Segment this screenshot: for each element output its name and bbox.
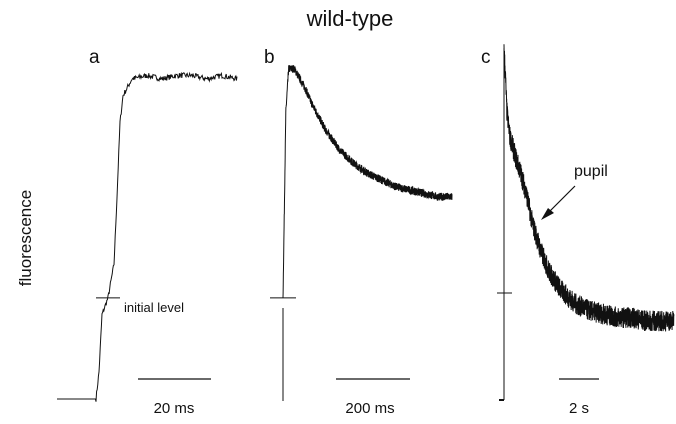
- panel-b-label: b: [264, 47, 275, 68]
- panel-c: c pupil 2 s: [481, 44, 675, 417]
- y-axis-label: fluorescence: [16, 190, 35, 286]
- panel-a: a initial level 20 ms: [57, 47, 238, 417]
- pupil-arrow-shaft: [546, 185, 576, 215]
- chart-title: wild-type: [306, 6, 394, 31]
- panel-c-scale-label: 2 s: [569, 400, 589, 417]
- panel-c-trace: [503, 44, 675, 332]
- panel-b: b 200 ms: [264, 47, 453, 417]
- panel-a-label: a: [89, 47, 100, 68]
- initial-level-annotation: initial level: [124, 300, 184, 315]
- panel-b-trace: [282, 65, 453, 298]
- pupil-annotation: pupil: [574, 163, 608, 180]
- panel-a-scale-label: 20 ms: [154, 400, 195, 417]
- pupil-arrow-head: [541, 208, 554, 220]
- panel-a-trace: [57, 71, 238, 402]
- panel-b-scale-label: 200 ms: [345, 400, 394, 417]
- panel-c-label: c: [481, 47, 491, 68]
